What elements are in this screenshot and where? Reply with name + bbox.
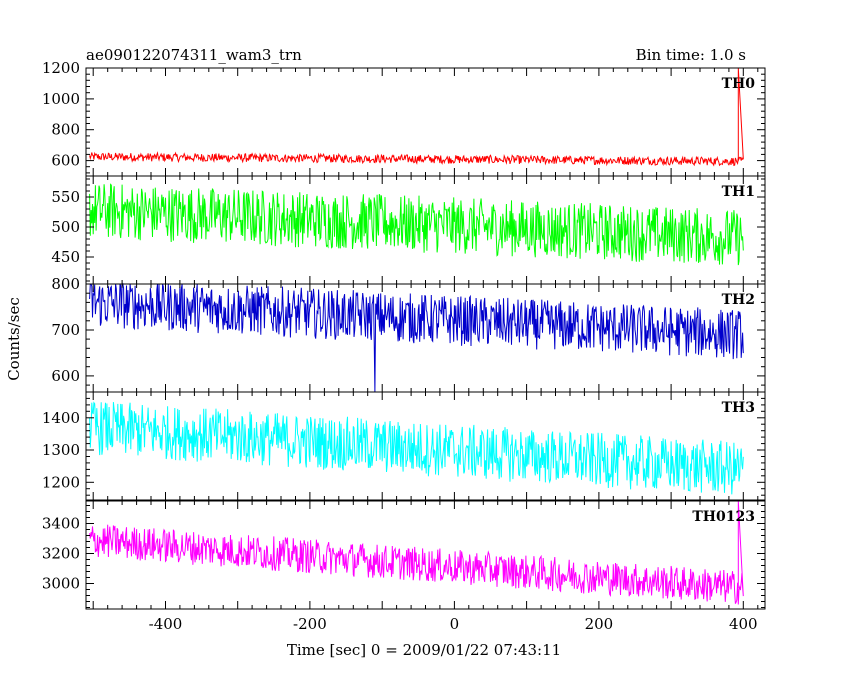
x-tick-label: 200 (585, 615, 614, 633)
y-tick-label: 1200 (42, 59, 80, 77)
y-tick-label: 3000 (42, 575, 80, 593)
panel-th2: 600 700 800 TH2 (51, 275, 766, 393)
y-tick-label: 800 (51, 275, 80, 293)
panels-group: 600 800 1000 1200 TH0 450 500 550 TH1 600 700 800 TH… (42, 59, 766, 633)
panel-label: TH0123 (692, 509, 755, 525)
panel-label: TH0 (722, 76, 756, 92)
y-tick-label: 1300 (42, 441, 80, 459)
y-tick-label: 600 (51, 152, 80, 170)
series-line-th1 (89, 183, 744, 266)
x-tick-label: -400 (149, 615, 183, 633)
y-tick-label: 1400 (42, 409, 80, 427)
x-tick-label: 0 (450, 615, 460, 633)
y-tick-label: 3200 (42, 545, 80, 563)
y-tick-label: 800 (51, 121, 80, 139)
panel-th0: 600 800 1000 1200 TH0 (42, 59, 766, 177)
panel-label: TH2 (722, 292, 755, 308)
x-tick-label: -200 (293, 615, 327, 633)
y-tick-label: 450 (51, 248, 80, 266)
y-axis-title: Counts/sec (5, 297, 23, 381)
x-tick-label: 400 (729, 615, 758, 633)
panel-label: TH3 (722, 400, 755, 416)
bin-time-label: Bin time: 1.0 s (636, 46, 746, 64)
y-tick-label: 1000 (42, 90, 80, 108)
series-line-th0123 (89, 500, 744, 605)
y-tick-label: 3400 (42, 515, 80, 533)
chart-title: ae090122074311_wam3_trn (86, 46, 302, 64)
panel-th3: 1200 1300 1400 TH3 (42, 391, 766, 501)
panel-label: TH1 (722, 184, 755, 200)
y-tick-label: 500 (51, 218, 80, 236)
y-tick-label: 600 (51, 367, 80, 385)
y-tick-label: 700 (51, 321, 80, 339)
panel-th1: 450 500 550 TH1 (51, 175, 766, 285)
series-line-th2 (89, 282, 744, 393)
y-tick-label: 1200 (42, 473, 80, 491)
y-tick-label: 550 (51, 188, 80, 206)
x-axis-title: Time [sec] 0 = 2009/01/22 07:43:11 (287, 641, 561, 659)
panel-th0123: 3000 3200 3400 TH0123 (42, 500, 766, 610)
series-line-th0 (89, 67, 744, 167)
series-line-th3 (89, 401, 744, 495)
